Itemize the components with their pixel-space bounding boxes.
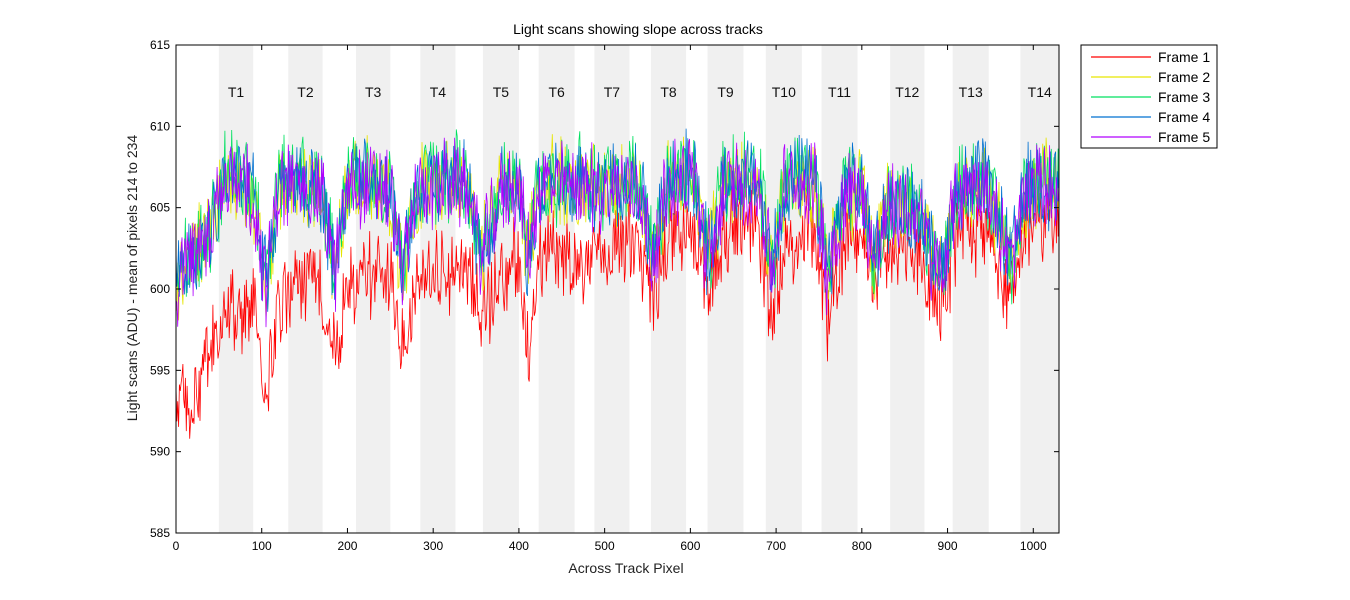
track-band: [218, 45, 254, 533]
track-band: [890, 45, 925, 533]
y-tick-label: 595: [150, 363, 170, 377]
track-label: T13: [959, 84, 983, 100]
x-tick-label: 400: [509, 539, 529, 553]
plot-area: T1 T2 T3 T4 T5 T6 T7 T8 T9 T10 T11 T12 T13 T14: [175, 44, 1060, 534]
track-band: [288, 45, 323, 533]
track-labels: T1 T2 T3 T4 T5 T6 T7 T8 T9 T10 T11 T12 T13 T14: [228, 84, 1052, 100]
track-label: T7: [604, 84, 621, 100]
y-tick-label: 610: [150, 119, 170, 133]
track-label: T5: [493, 84, 510, 100]
track-label: T4: [430, 84, 447, 100]
series-line: [175, 137, 1060, 328]
track-band: [482, 45, 519, 533]
track-label: T11: [828, 84, 851, 100]
track-label: T1: [228, 84, 245, 100]
x-tick-label: 600: [680, 539, 700, 553]
track-band: [707, 45, 744, 533]
x-tick-label: 100: [252, 539, 272, 553]
track-band: [538, 45, 575, 533]
x-tick-label: 200: [337, 539, 357, 553]
track-label: T14: [1028, 84, 1052, 100]
track-label: T8: [660, 84, 677, 100]
x-tick-label: 700: [766, 539, 786, 553]
series-line: [175, 129, 1060, 305]
x-tick-label: 900: [938, 539, 958, 553]
x-tick-label: 300: [423, 539, 443, 553]
y-tick-label: 600: [150, 282, 170, 296]
y-axis-label: Light scans (ADU) - mean of pixels 214 t…: [124, 135, 140, 422]
y-tick-label: 590: [150, 445, 170, 459]
x-axis: 0 100 200 300 400 500 600 700 800 900 1000: [173, 45, 1047, 553]
legend-label: Frame 4: [1158, 109, 1210, 125]
track-label: T3: [365, 84, 382, 100]
y-tick-label: 585: [150, 526, 170, 540]
track-band: [1020, 45, 1059, 533]
track-label: T2: [297, 84, 314, 100]
legend-label: Frame 3: [1158, 89, 1210, 105]
x-axis-label: Across Track Pixel: [568, 560, 683, 576]
track-label: T6: [548, 84, 565, 100]
track-label: T12: [895, 84, 919, 100]
x-tick-label: 800: [852, 539, 872, 553]
y-tick-label: 605: [150, 201, 170, 215]
series-line: [175, 172, 1060, 439]
x-tick-label: 500: [595, 539, 615, 553]
track-label: T10: [772, 84, 796, 100]
chart-title: Light scans showing slope across tracks: [513, 21, 763, 37]
x-tick-label: 1000: [1020, 539, 1047, 553]
legend-label: Frame 2: [1158, 69, 1210, 85]
track-band: [356, 45, 391, 533]
y-tick-label: 615: [150, 38, 170, 52]
legend: Frame 1 Frame 2 Frame 3 Frame 4 Frame 5: [1080, 44, 1218, 149]
track-label: T9: [717, 84, 734, 100]
x-tick-label: 0: [173, 539, 180, 553]
legend-label: Frame 1: [1158, 49, 1210, 65]
y-axis: 585 590 595 600 605 610 615: [150, 38, 1059, 540]
track-band: [952, 45, 989, 533]
series-line: [175, 128, 1060, 312]
series-lines: [175, 128, 1060, 439]
track-band: [594, 45, 630, 533]
legend-label: Frame 5: [1158, 129, 1210, 145]
